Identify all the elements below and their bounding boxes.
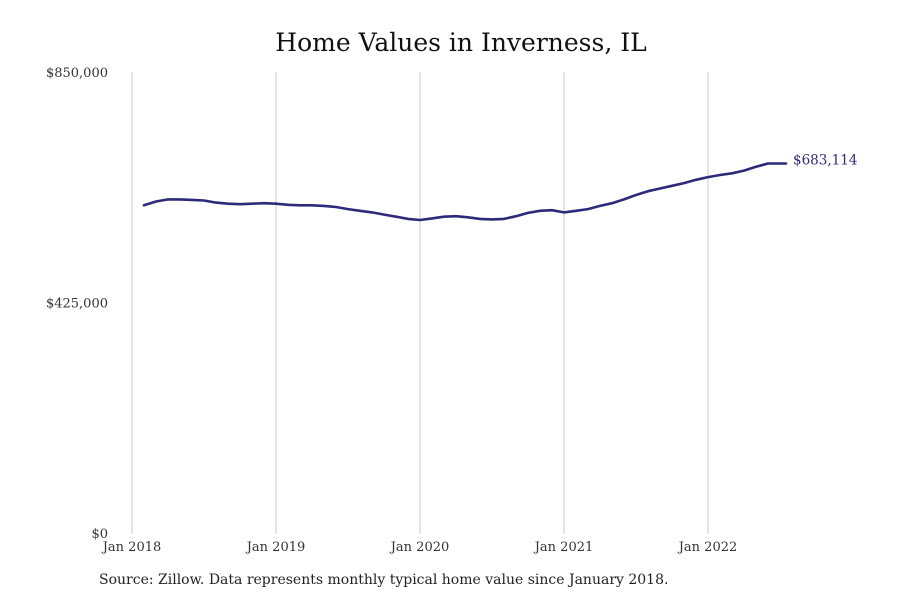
series-layer xyxy=(142,162,788,222)
source-note: Source: Zillow. Data represents monthly … xyxy=(99,572,669,588)
y-tick-label: $850,000 xyxy=(46,66,108,81)
x-tick-label: Jan 2018 xyxy=(101,540,162,555)
y-axis-ticks: $850,000 $425,000 $0 xyxy=(46,66,108,542)
x-tick-label: Jan 2020 xyxy=(389,540,450,555)
x-tick-label: Jan 2022 xyxy=(677,540,738,555)
chart-title: Home Values in Inverness, IL xyxy=(275,28,647,57)
gridlines xyxy=(131,72,709,534)
end-value-label: $683,114 xyxy=(793,153,857,169)
x-tick-label: Jan 2021 xyxy=(533,540,594,555)
y-tick-label: $425,000 xyxy=(46,297,108,312)
y-tick-label: $0 xyxy=(91,527,108,542)
series-line-0 xyxy=(142,162,788,222)
x-axis-ticks: Jan 2018 Jan 2019 Jan 2020 Jan 2021 Jan 2022 xyxy=(101,540,738,555)
x-tick-label: Jan 2019 xyxy=(245,540,306,555)
